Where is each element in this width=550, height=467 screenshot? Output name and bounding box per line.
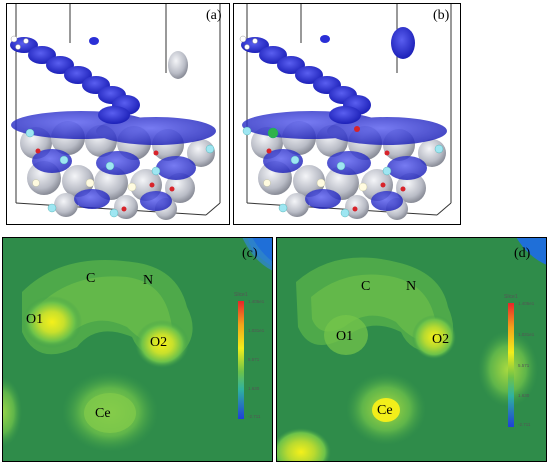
panel-a: (a) xyxy=(6,3,230,225)
panel-a-render xyxy=(10,3,221,220)
colorbar-c xyxy=(238,301,244,419)
colorbar-d-tick: 1.630 xyxy=(518,393,530,398)
atom-label-c: C xyxy=(361,279,371,294)
panel-label-b: (b) xyxy=(433,8,450,23)
panel-b-render xyxy=(239,3,452,220)
panel-d: Slice1 1.405e1 1.031e1 5.571 1.630 -2.71… xyxy=(276,237,547,462)
atom-label-o2: O2 xyxy=(150,335,168,350)
colorbar-d-tick: -2.711 xyxy=(518,422,531,427)
panel-label-d: (d) xyxy=(514,246,531,261)
atom-label-o2: O2 xyxy=(432,332,450,347)
colorbar-c-tick: -2.711 xyxy=(248,414,261,419)
panel-c-contour xyxy=(2,237,273,452)
colorbar-d-tick: 1.405e1 xyxy=(518,301,535,306)
colorbar-d-tick: 5.571 xyxy=(518,363,530,368)
panel-b: (b) xyxy=(233,3,461,225)
panel-c: Slice1 1.405e1 1.031e1 5.571 1.630 -2.71… xyxy=(2,237,273,462)
colorbar-d-title: Slice1 xyxy=(504,294,518,300)
atom-label-ce: Ce xyxy=(377,403,393,418)
atom-label-o1: O1 xyxy=(26,312,44,327)
colorbar-c-tick: 1.031e1 xyxy=(248,328,265,333)
colorbar-c-tick: 1.630 xyxy=(248,386,260,391)
panel-d-contour xyxy=(276,237,547,462)
colorbar-d-tick: 1.031e1 xyxy=(518,332,535,337)
colorbar-d xyxy=(508,303,514,427)
panel-label-c: (c) xyxy=(242,246,258,261)
atom-label-ce: Ce xyxy=(95,406,111,421)
atom-label-n: N xyxy=(406,279,417,294)
atom-label-c: C xyxy=(86,271,96,286)
panel-label-a: (a) xyxy=(206,8,222,23)
colorbar-c-tick: 1.405e1 xyxy=(248,299,265,304)
colorbar-c-title: Slice1 xyxy=(234,292,248,298)
atom-label-o1: O1 xyxy=(336,329,354,344)
colorbar-c-tick: 5.571 xyxy=(248,357,260,362)
atom-label-n: N xyxy=(143,273,154,288)
